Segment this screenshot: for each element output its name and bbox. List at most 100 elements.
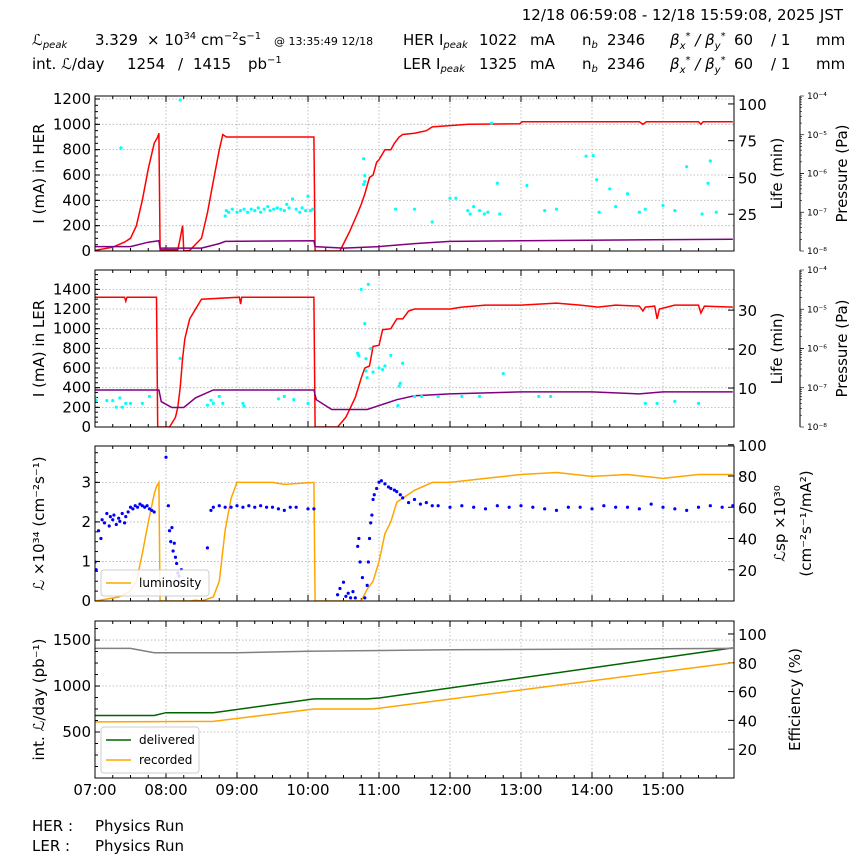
pressure-tick-label: 10⁻⁸ <box>807 423 827 433</box>
specific_lum-point <box>136 505 140 509</box>
her-nb-value: 2346 <box>607 31 645 49</box>
specific_lum-point <box>366 560 370 564</box>
pressure-point <box>235 210 239 214</box>
pressure-point <box>466 209 470 213</box>
pressure-point <box>655 401 659 405</box>
y-axis-label: ℒ ×10³⁴ (cm⁻²s⁻¹) <box>30 456 48 590</box>
pressure-point <box>460 394 464 399</box>
peak-luminosity-row: ℒpeak 3.329 × 1034 cm−2s−1 @ 13:35:49 12… <box>32 31 373 51</box>
specific_lum-point <box>377 480 381 484</box>
panel-4: 500 1000 1500 07:00 08:00 09:00 10:00 11:00 12:0… <box>30 620 804 799</box>
specific_lum-point <box>363 596 367 600</box>
specific_lum-point <box>270 505 275 509</box>
specific_lum-point <box>401 496 405 500</box>
pressure-point <box>241 401 245 405</box>
ler-beta-label: βx* / βy* <box>669 55 726 76</box>
ler-nb-label: nb <box>582 55 598 75</box>
pressure-point <box>714 210 718 214</box>
pressure-point <box>308 209 312 213</box>
pressure-point <box>472 204 476 209</box>
pressure-point <box>362 182 366 187</box>
y-axis-label: I (mA) in HER <box>30 123 48 223</box>
specific_lum-point <box>369 521 373 525</box>
pressure-point <box>543 209 547 213</box>
specific_lum-point <box>229 505 233 509</box>
specific_lum-point <box>472 505 476 509</box>
her-ipeak-unit: mA <box>530 31 556 49</box>
y-right-tick-label: 20 <box>738 741 757 759</box>
pressure-point <box>554 207 559 211</box>
pressure-point <box>246 210 250 214</box>
pressure-point <box>209 398 213 402</box>
specific_lum-point <box>720 505 724 509</box>
pressure-point <box>625 192 630 196</box>
pressure-point <box>266 204 270 209</box>
series-group <box>95 647 733 723</box>
specific_lum-point <box>99 536 103 541</box>
specific_lum-point <box>312 507 316 511</box>
specific_lum-point <box>105 511 109 516</box>
y-tick-label: 200 <box>62 398 91 416</box>
pressure-point <box>377 366 381 370</box>
pressure-tick-label: 10⁻⁵ <box>807 131 827 141</box>
specific_lum-point <box>147 507 152 511</box>
pressure-point <box>178 356 182 360</box>
pressure-point <box>468 212 472 216</box>
specific_lum-point <box>358 560 362 564</box>
x-tick-label: 08:00 <box>144 781 187 799</box>
specific_lum-point <box>531 505 535 509</box>
specific_lum-point <box>424 500 428 505</box>
pressure-point <box>597 210 601 214</box>
specific_lum-point <box>543 507 547 511</box>
pressure-point <box>147 394 152 399</box>
her-beta-x-value: 60 <box>734 31 753 49</box>
y-right-tick-label: 30 <box>738 302 757 320</box>
ler-ipeak-value: 1325 <box>479 55 517 73</box>
y-tick-label: 0 <box>81 242 91 260</box>
pressure-point <box>477 394 482 399</box>
pressure-point <box>364 357 368 361</box>
pressure-axis-label: Pressure (Pa) <box>833 299 851 397</box>
specific_lum-point <box>436 504 440 508</box>
ler-ring-row: LER Ipeak 1325 mA nb 2346 βx* / βy* 60 /… <box>403 55 845 76</box>
pressure-point <box>685 165 689 169</box>
pressure-point <box>242 207 246 211</box>
pressure-point <box>389 353 393 357</box>
pressure-point <box>643 401 647 405</box>
specific_lum-point <box>108 515 112 519</box>
pressure-point <box>275 206 279 210</box>
pressure-axis-label: Pressure (Pa) <box>833 124 851 222</box>
specific_lum-point <box>259 504 263 508</box>
y-right-tick-label: 60 <box>738 499 757 517</box>
ler-beta-x-value: 60 <box>734 55 753 73</box>
y-right-axis-label: Life (min) <box>768 138 786 210</box>
pressure-point <box>364 369 368 373</box>
y-tick-label: 1200 <box>53 300 91 318</box>
specific_lum-point <box>430 504 434 508</box>
legend: luminosity <box>100 569 210 597</box>
pressure-point <box>393 207 398 211</box>
pressure-point <box>430 220 434 224</box>
pressure-point <box>363 173 367 178</box>
y-right-axis-label: ℒsp ×10³⁰ <box>771 485 789 562</box>
pressure-point <box>311 207 315 211</box>
pressure-point <box>292 397 296 402</box>
specific_lum-point <box>602 504 606 508</box>
specific_lum-point <box>133 504 137 508</box>
specific_lum-point <box>173 555 178 559</box>
specific_lum-point <box>418 502 423 506</box>
y-right-tick-label: 60 <box>738 684 757 702</box>
pressure-point <box>120 405 124 409</box>
y-right-tick-label: 75 <box>738 133 757 151</box>
series-group <box>95 282 733 427</box>
specific_lum-point <box>673 507 677 511</box>
specific_lum-point <box>360 575 365 580</box>
her-status-value: Physics Run <box>95 817 184 835</box>
specific_lum-point <box>102 521 107 525</box>
y-tick-label: 1000 <box>53 115 91 133</box>
ler-status-value: Physics Run <box>95 837 184 855</box>
pressure-tick-label: 10⁻⁵ <box>807 305 827 315</box>
specific_lum-point <box>95 568 98 572</box>
y-tick-label: 800 <box>62 339 91 357</box>
specific_lum-point <box>138 502 142 506</box>
